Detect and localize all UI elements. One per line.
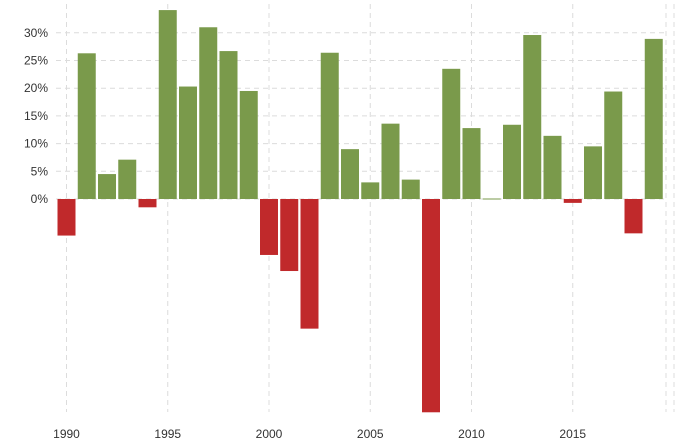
bar-1995 <box>158 10 177 200</box>
bar-2010 <box>462 128 481 199</box>
bar-1991 <box>77 53 96 199</box>
bar-2016 <box>584 146 602 199</box>
bar-2019 <box>644 38 663 200</box>
bar-2011 <box>482 198 501 200</box>
bar-2017 <box>604 91 623 199</box>
y-axis-labels: 0% 5% 10% 15% 20% 25% 30% <box>24 26 48 206</box>
bar-2015 <box>563 199 582 203</box>
bar-2002 <box>300 199 319 329</box>
y-tick-label-6: 30% <box>24 26 48 40</box>
y-tick-label-0: 0% <box>31 192 49 206</box>
bar-2018 <box>624 199 643 234</box>
x-axis-labels: 1990 1995 2000 2005 2010 2015 <box>53 427 586 441</box>
x-tick-label-2015: 2015 <box>559 427 586 441</box>
bar-2007 <box>401 179 420 199</box>
bar-1993 <box>118 159 137 199</box>
bar-1990 <box>57 199 76 236</box>
bar-2001 <box>280 199 299 272</box>
bars <box>57 10 663 413</box>
bar-2004 <box>341 149 359 199</box>
y-tick-label-3: 15% <box>24 109 48 123</box>
y-tick-label-5: 25% <box>24 54 48 68</box>
bar-2000 <box>260 199 278 255</box>
y-tick-label-2: 10% <box>24 137 48 151</box>
y-tick-label-4: 20% <box>24 81 48 95</box>
bar-1998 <box>219 51 238 199</box>
x-tick-label-2005: 2005 <box>357 427 384 441</box>
bar-2008 <box>422 199 440 413</box>
bar-1994 <box>138 199 157 208</box>
bar-2005 <box>361 182 380 199</box>
bar-2006 <box>381 123 400 199</box>
x-tick-label-1990: 1990 <box>53 427 80 441</box>
bar-2003 <box>320 52 339 199</box>
grid <box>56 4 675 412</box>
bar-1992 <box>98 174 116 199</box>
bar-2014 <box>543 135 562 199</box>
bar-1996 <box>179 86 197 199</box>
bar-1997 <box>199 27 218 200</box>
bar-2009 <box>442 68 461 199</box>
x-tick-label-2010: 2010 <box>458 427 485 441</box>
bar-1999 <box>239 90 258 199</box>
y-tick-label-1: 5% <box>31 164 49 178</box>
bar-2013 <box>523 35 542 200</box>
bar-2012 <box>503 124 521 199</box>
x-tick-label-2000: 2000 <box>256 427 283 441</box>
x-tick-label-1995: 1995 <box>154 427 181 441</box>
